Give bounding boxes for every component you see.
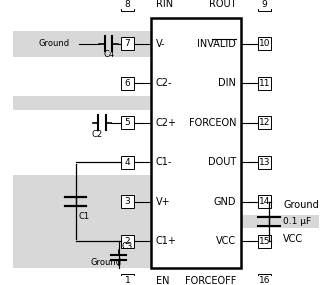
Bar xyxy=(121,235,134,248)
Text: GND: GND xyxy=(214,197,236,207)
Text: C2: C2 xyxy=(92,131,103,139)
Text: C1+: C1+ xyxy=(156,236,176,246)
Bar xyxy=(258,37,271,50)
Text: 10: 10 xyxy=(259,39,270,48)
Bar xyxy=(258,274,271,285)
Bar xyxy=(151,18,241,268)
Text: 5: 5 xyxy=(125,118,130,127)
Bar xyxy=(121,274,134,285)
Text: VCC: VCC xyxy=(216,236,236,246)
Text: 2: 2 xyxy=(125,237,130,246)
Bar xyxy=(258,116,271,129)
Bar xyxy=(121,37,134,50)
Text: 12: 12 xyxy=(259,118,270,127)
Bar xyxy=(13,30,151,57)
Bar xyxy=(258,77,271,90)
Text: C1: C1 xyxy=(79,212,90,221)
Text: 8: 8 xyxy=(125,0,130,9)
Bar xyxy=(121,195,134,208)
Text: Ground: Ground xyxy=(91,258,122,266)
Text: DIN: DIN xyxy=(218,78,236,88)
Bar xyxy=(258,195,271,208)
Text: V-: V- xyxy=(156,39,165,49)
Text: 14: 14 xyxy=(259,197,270,206)
Text: C1-: C1- xyxy=(156,157,172,167)
Text: V+: V+ xyxy=(156,197,170,207)
Text: EN: EN xyxy=(156,276,169,285)
Bar xyxy=(121,0,134,11)
Text: FORCEOFF: FORCEOFF xyxy=(185,276,236,285)
Bar xyxy=(121,156,134,169)
Text: VCC: VCC xyxy=(283,233,303,243)
Text: 4: 4 xyxy=(125,158,130,167)
Text: ROUT: ROUT xyxy=(209,0,236,9)
Text: 3: 3 xyxy=(125,197,130,206)
Bar xyxy=(258,235,271,248)
Bar xyxy=(13,175,151,268)
Text: DOUT: DOUT xyxy=(208,157,236,167)
Text: 15: 15 xyxy=(259,237,270,246)
Text: 6: 6 xyxy=(125,79,130,88)
Text: C3: C3 xyxy=(122,242,133,251)
Text: INVALID: INVALID xyxy=(197,39,236,49)
Bar xyxy=(258,156,271,169)
Text: 13: 13 xyxy=(259,158,270,167)
Text: 7: 7 xyxy=(125,39,130,48)
Text: RIN: RIN xyxy=(156,0,172,9)
Bar xyxy=(241,215,319,228)
Text: FORCEON: FORCEON xyxy=(189,118,236,128)
Text: 1: 1 xyxy=(125,276,130,285)
Text: Ground: Ground xyxy=(283,200,319,209)
Text: Ground: Ground xyxy=(38,39,69,48)
Text: 9: 9 xyxy=(261,0,267,9)
Text: 11: 11 xyxy=(259,79,270,88)
Text: 0.1 μF: 0.1 μF xyxy=(283,217,311,226)
Text: C2-: C2- xyxy=(156,78,172,88)
Text: C4: C4 xyxy=(103,50,114,60)
Bar xyxy=(121,116,134,129)
Bar xyxy=(121,77,134,90)
Bar xyxy=(258,0,271,11)
Text: C2+: C2+ xyxy=(156,118,176,128)
Text: 16: 16 xyxy=(259,276,270,285)
Bar xyxy=(13,96,151,110)
